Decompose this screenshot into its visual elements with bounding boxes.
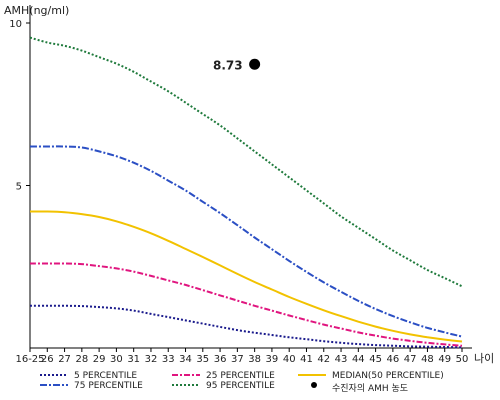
patient-amh-label: 8.73: [213, 58, 243, 72]
series-line: [29, 210, 463, 343]
data-points: 8.73: [213, 58, 261, 72]
x-tick-label: 36: [214, 354, 227, 365]
x-tick-label: 33: [162, 354, 175, 365]
x-tick-label: 42: [317, 354, 330, 365]
x-tick-label: 34: [179, 354, 192, 365]
x-tick-label: 39: [266, 354, 279, 365]
x-tick-label: 29: [93, 354, 106, 365]
x-tick-label: 46: [387, 354, 400, 365]
legend-label: 75 PERCENTILE: [74, 381, 143, 391]
x-tick-label: 48: [421, 354, 434, 365]
x-tick-label: 26: [41, 354, 54, 365]
x-tick-label: 32: [145, 354, 158, 365]
y-axis-title: AMH(ng/ml): [4, 4, 69, 17]
patient-amh-point: [249, 58, 261, 70]
x-tick-label: 37: [231, 354, 244, 365]
series-lines: [29, 36, 463, 349]
x-axis-title: 나이: [474, 352, 494, 365]
legend-point-label: 수진자의 AMH 농도: [332, 383, 408, 394]
y-ticks: 5 10: [9, 19, 30, 193]
series-line: [30, 262, 463, 347]
x-tick-label: 16-25: [15, 354, 44, 365]
x-tick-label: 31: [127, 354, 140, 365]
x-tick-label: 38: [248, 354, 261, 365]
x-tick-label: 35: [196, 354, 209, 365]
axes: AMH(ng/ml) 나이: [4, 4, 494, 365]
series-line: [29, 36, 463, 288]
legend-label: 5 PERCENTILE: [74, 371, 137, 381]
x-tick-label: 41: [300, 354, 313, 365]
series-line: [29, 304, 463, 349]
y-tick-label: 5: [16, 182, 22, 193]
x-tick-label: 44: [352, 354, 365, 365]
x-tick-label: 45: [369, 354, 382, 365]
x-tick-label: 50: [456, 354, 469, 365]
x-tick-label: 49: [438, 354, 451, 365]
x-tick-label: 40: [283, 354, 296, 365]
x-tick-label: 30: [110, 354, 123, 365]
legend-point-marker: [311, 382, 317, 388]
legend-label: 95 PERCENTILE: [206, 381, 275, 391]
y-tick-label: 10: [9, 19, 22, 30]
x-tick-label: 28: [75, 354, 88, 365]
x-tick-label: 27: [58, 354, 71, 365]
legend-label: 25 PERCENTILE: [206, 371, 275, 381]
x-tick-label: 47: [404, 354, 417, 365]
series-line: [29, 145, 463, 338]
legend: 5 PERCENTILE 25 PERCENTILE MEDIAN(50 PERCE…: [40, 371, 444, 394]
x-tick-label: 43: [335, 354, 348, 365]
legend-label: MEDIAN(50 PERCENTILE): [332, 371, 444, 381]
